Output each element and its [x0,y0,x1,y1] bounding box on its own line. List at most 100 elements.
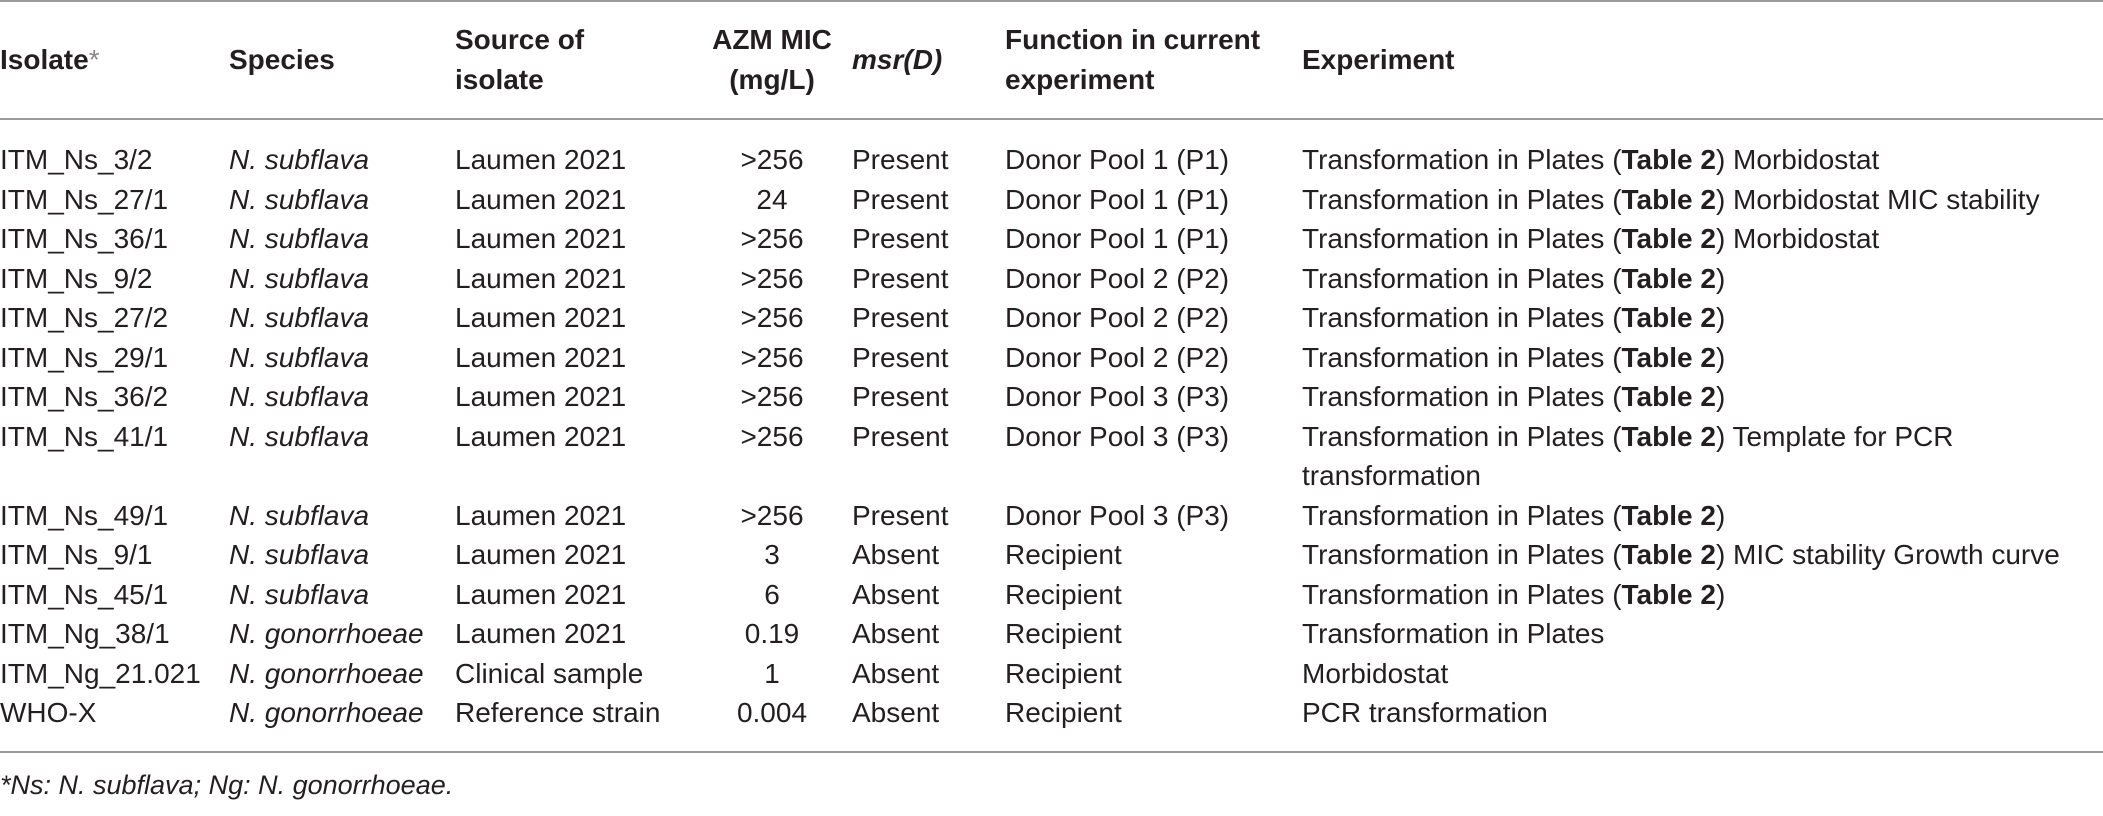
experiment-text: PCR transformation [1302,697,1548,728]
source-cell: Laumen 2021 [455,302,627,333]
experiment-cell: Transformation in Plates (Table 2) [1302,259,2103,299]
azm-mic-cell: >256 [740,223,804,254]
table-row: WHO-X N. gonorrhoeae Reference strain 0.004… [0,693,2103,753]
function-cell: Donor Pool 2 (P2) [1005,302,1230,333]
table-row: ITM_Ng_21.021 N. gonorrhoeae Clinical samp… [0,654,2103,694]
isolate-cell: ITM_Ns_45/1 [0,578,169,610]
function-cell: Recipient [1005,578,1122,610]
msr-cell: Present [852,262,949,294]
table-row: ITM_Ns_36/2 N. subflava Laumen 2021 >256 Pre… [0,377,2103,417]
isolate-cell: ITM_Ns_27/2 [0,302,169,333]
experiment-text: Morbidostat [1302,657,1449,689]
experiment-text: Transformation in Plates ( [1302,381,1622,412]
isolate-cell: ITM_Ns_41/1 [0,420,169,452]
experiment-text: Transformation in Plates ( [1302,539,1622,570]
experiment-cell: Transformation in Plates (Table 2) MIC s… [1302,535,2103,575]
msr-cell: Present [852,302,949,333]
source-cell: Laumen 2021 [455,618,627,649]
table-header-row: Isolate* Species Source of isolate AZM M… [0,0,2103,120]
isolate-cell: ITM_Ns_29/1 [0,341,169,373]
msr-cell: Present [852,183,949,215]
isolate-cell: WHO-X [0,693,229,753]
msr-cell: Absent [852,578,940,610]
experiment-text: Transformation in Plates ( [1302,341,1622,373]
source-cell: Reference strain [455,693,692,753]
function-cell: Donor Pool 1 (P1) [1005,183,1230,215]
species-cell: N. subflava [229,144,370,175]
header-msr: msr(D) [852,0,1005,120]
experiment-text: ) [1715,302,1726,333]
isolate-cell: ITM_Ns_49/1 [0,499,169,531]
isolate-cell: ITM_Ns_9/1 [0,539,153,570]
azm-mic-cell: 3 [764,539,780,570]
msr-cell: Present [852,499,949,531]
function-cell: Donor Pool 1 (P1) [1005,144,1230,175]
function-cell: Donor Pool 1 (P1) [1005,223,1230,254]
table-reference: Table 2 [1621,578,1716,610]
table-body: ITM_Ns_3/2 N. subflava Laumen 2021 >256 Pres… [0,119,2103,753]
table-row: ITM_Ns_41/1 N. subflava Laumen 2021 >256 Pre… [0,417,2103,496]
species-cell: N. subflava [229,499,370,531]
experiment-text: ) Template for PCR transformation [1302,420,1954,492]
experiment-text: Transformation in Plates ( [1302,223,1622,254]
isolate-cell: ITM_Ns_3/2 [0,144,153,175]
table-row: ITM_Ns_36/1 N. subflava Laumen 2021 >256 Pre… [0,219,2103,259]
azm-mic-cell: 24 [756,183,788,215]
species-cell: N. gonorrhoeae [229,618,424,649]
isolate-cell: ITM_Ns_36/2 [0,381,169,412]
isolate-cell: ITM_Ns_36/1 [0,223,169,254]
table-reference: Table 2 [1621,499,1716,531]
azm-mic-cell: >256 [740,262,804,294]
function-cell: Donor Pool 3 (P3) [1005,420,1230,452]
table-reference: Table 2 [1621,183,1716,215]
experiment-text: ) Morbidostat [1715,144,1880,175]
experiment-text: ) MIC stability Growth curve [1715,539,2060,570]
source-cell: Laumen 2021 [455,144,627,175]
isolates-table: Isolate* Species Source of isolate AZM M… [0,0,2103,753]
msr-cell: Absent [852,539,940,570]
experiment-text: ) Morbidostat [1715,223,1880,254]
experiment-text: Transformation in Plates ( [1302,262,1622,294]
msr-cell: Present [852,223,949,254]
source-cell: Laumen 2021 [455,539,627,570]
function-cell: Recipient [1005,539,1122,570]
msr-cell: Present [852,381,949,412]
table-reference: Table 2 [1621,223,1716,254]
table-reference: Table 2 [1621,539,1716,570]
experiment-cell: Transformation in Plates (Table 2) Templ… [1302,417,2103,496]
table-reference: Table 2 [1621,420,1716,452]
source-cell: Clinical sample [455,657,644,689]
isolate-cell: ITM_Ng_38/1 [0,618,170,649]
function-cell: Recipient [1005,693,1302,753]
isolate-cell: ITM_Ns_27/1 [0,183,169,215]
experiment-text: ) [1715,381,1726,412]
experiment-text: Transformation in Plates ( [1302,420,1622,452]
function-cell: Recipient [1005,618,1122,649]
table-row: ITM_Ns_3/2 N. subflava Laumen 2021 >256 Pres… [0,119,2103,180]
source-cell: Laumen 2021 [455,420,627,452]
experiment-cell: Transformation in Plates (Table 2) Morbi… [1302,180,2103,220]
source-cell: Laumen 2021 [455,223,627,254]
species-cell: N. subflava [229,262,370,294]
source-cell: Laumen 2021 [455,381,627,412]
species-cell: N. subflava [229,539,370,570]
experiment-cell: Transformation in Plates (Table 2) [1302,377,2103,417]
table-reference: Table 2 [1621,302,1716,333]
species-cell: N. subflava [229,302,370,333]
experiment-text: Transformation in Plates ( [1302,183,1622,215]
table-row: ITM_Ns_45/1 N. subflava Laumen 2021 6 Absent… [0,575,2103,615]
experiment-cell: Morbidostat [1302,654,2103,694]
experiment-text: ) [1715,262,1726,294]
experiment-cell: Transformation in Plates (Table 2) Morbi… [1302,119,2103,180]
experiment-text: Transformation in Plates ( [1302,144,1622,175]
azm-mic-cell: >256 [740,381,804,412]
experiment-text: ) [1715,499,1726,531]
msr-cell: Absent [852,618,940,649]
table-reference: Table 2 [1621,144,1716,175]
experiment-cell: Transformation in Plates [1302,614,2103,654]
species-cell: N. subflava [229,381,370,412]
source-cell: Laumen 2021 [455,341,627,373]
azm-mic-cell: 6 [764,578,780,610]
azm-mic-cell: 1 [764,657,780,689]
experiment-cell: Transformation in Plates (Table 2) [1302,496,2103,536]
